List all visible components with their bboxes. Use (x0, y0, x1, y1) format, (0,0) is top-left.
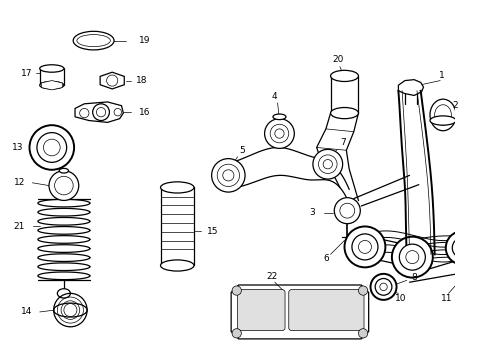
Text: 14: 14 (21, 307, 32, 316)
Ellipse shape (330, 70, 358, 81)
Text: 16: 16 (139, 108, 150, 117)
Text: 1: 1 (438, 71, 444, 80)
Polygon shape (75, 102, 123, 122)
Circle shape (269, 124, 288, 143)
Text: 12: 12 (14, 178, 25, 187)
Text: 15: 15 (206, 226, 218, 235)
Text: 4: 4 (271, 92, 277, 101)
Circle shape (232, 286, 241, 295)
Text: 8: 8 (410, 273, 416, 282)
Ellipse shape (73, 31, 114, 50)
Circle shape (114, 108, 121, 116)
Text: 6: 6 (323, 255, 328, 264)
Polygon shape (41, 81, 62, 90)
Ellipse shape (59, 168, 68, 173)
Circle shape (55, 176, 73, 195)
Ellipse shape (272, 114, 285, 120)
Ellipse shape (429, 99, 455, 131)
Circle shape (312, 149, 342, 179)
Circle shape (370, 274, 396, 300)
Polygon shape (398, 80, 423, 95)
Circle shape (80, 108, 89, 118)
Ellipse shape (434, 105, 450, 125)
FancyBboxPatch shape (288, 290, 363, 330)
Text: 10: 10 (394, 294, 405, 303)
Circle shape (232, 329, 241, 338)
Circle shape (358, 286, 367, 295)
Circle shape (351, 234, 377, 260)
Ellipse shape (40, 65, 64, 72)
Text: 18: 18 (136, 76, 147, 85)
Text: 3: 3 (308, 208, 314, 217)
Text: 13: 13 (12, 143, 23, 152)
Circle shape (49, 171, 79, 201)
Circle shape (264, 119, 294, 148)
Polygon shape (40, 68, 64, 85)
Text: 22: 22 (266, 272, 277, 281)
Circle shape (318, 155, 336, 174)
Ellipse shape (429, 116, 455, 125)
Text: 11: 11 (440, 294, 451, 303)
Circle shape (445, 231, 478, 265)
Ellipse shape (160, 182, 194, 193)
Text: 2: 2 (451, 101, 457, 110)
Polygon shape (231, 285, 368, 339)
Circle shape (334, 198, 360, 224)
Text: 17: 17 (21, 69, 32, 78)
Circle shape (211, 159, 244, 192)
Circle shape (451, 238, 472, 258)
Ellipse shape (77, 35, 110, 47)
Circle shape (374, 279, 391, 295)
Ellipse shape (330, 108, 358, 119)
Text: 7: 7 (339, 138, 345, 147)
Circle shape (344, 226, 385, 267)
Text: 19: 19 (139, 36, 150, 45)
Circle shape (217, 164, 239, 186)
Circle shape (29, 125, 74, 170)
Circle shape (93, 104, 109, 121)
Ellipse shape (160, 260, 194, 271)
Text: 20: 20 (332, 55, 343, 64)
Polygon shape (460, 208, 483, 228)
Text: 5: 5 (239, 146, 244, 155)
Circle shape (399, 244, 425, 270)
Circle shape (37, 132, 66, 162)
Ellipse shape (40, 81, 64, 89)
Ellipse shape (54, 303, 87, 317)
FancyBboxPatch shape (237, 290, 285, 330)
Circle shape (391, 237, 432, 278)
Text: 21: 21 (14, 222, 25, 231)
Circle shape (358, 329, 367, 338)
Ellipse shape (57, 289, 70, 298)
Polygon shape (100, 72, 124, 89)
